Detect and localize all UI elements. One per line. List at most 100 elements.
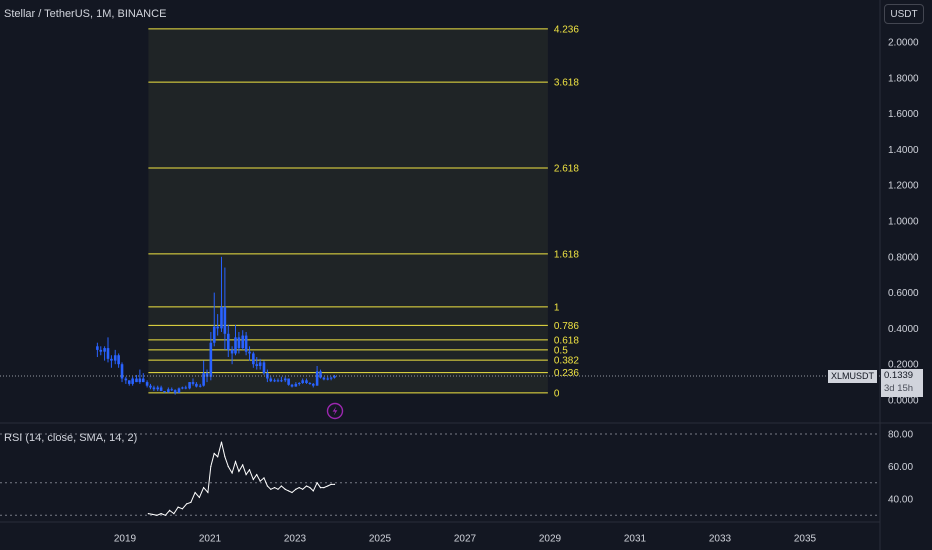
rsi-point [266,485,268,487]
rsi-point [270,488,272,490]
candle-body[interactable] [188,382,191,389]
candle-body[interactable] [319,371,322,378]
candle-body[interactable] [305,380,308,383]
candle-body[interactable] [311,383,315,386]
candlestick-series[interactable] [0,256,880,395]
price-axis-tick-label: 0.2000 [888,360,919,371]
candle-body[interactable] [234,337,237,354]
candle-body[interactable] [209,342,213,377]
candle-body[interactable] [117,355,120,365]
candle-body[interactable] [226,333,230,350]
candle-body[interactable] [202,373,205,386]
candle-body[interactable] [141,378,145,383]
candle-body[interactable] [120,364,124,379]
price-axis-tick-label: 0.6000 [888,288,919,299]
lightning-badge-circle[interactable] [326,402,344,420]
candle-body[interactable] [149,385,152,388]
rsi-point [164,514,166,516]
candle-body[interactable] [280,380,283,382]
candle-body[interactable] [297,382,301,384]
candle-body[interactable] [322,377,326,380]
lightning-badge[interactable] [326,402,344,420]
candle-body[interactable] [177,388,181,393]
rsi-point [224,456,226,458]
candle-body[interactable] [212,326,216,343]
candle-body[interactable] [326,378,330,380]
currency-button[interactable]: USDT [884,4,924,24]
candle-body[interactable] [290,384,294,387]
rsi-axis-tick-label: 40.00 [888,495,913,506]
candle-body[interactable] [99,349,103,352]
candle-body[interactable] [167,389,170,392]
price-axis-tick-label: 1.6000 [888,109,919,120]
candle-body[interactable] [273,380,276,382]
candle-body[interactable] [205,373,209,377]
rsi-pane[interactable] [0,433,880,516]
candle-body[interactable] [237,337,241,349]
symbol-title[interactable]: Stellar / TetherUS, 1M, BINANCE [4,8,167,20]
time-axis-tick-label: 2035 [794,534,817,545]
candle-body[interactable] [198,385,202,387]
candle-body[interactable] [156,387,160,390]
candle-body[interactable] [329,377,333,379]
candle-body[interactable] [248,351,251,354]
candle-body[interactable] [269,378,273,382]
candle-body[interactable] [159,387,163,392]
candle-body[interactable] [294,383,298,387]
candle-body[interactable] [124,378,128,381]
candle-body[interactable] [152,387,156,390]
rsi-line[interactable] [148,441,335,516]
candle-body[interactable] [110,358,113,361]
candle-body[interactable] [230,349,234,354]
candle-body[interactable] [173,390,177,393]
candle-body[interactable] [96,346,99,350]
candle-body[interactable] [170,389,174,391]
candle-body[interactable] [283,378,287,381]
candle-body[interactable] [287,378,290,385]
candle-body[interactable] [220,306,223,329]
candle-body[interactable] [103,348,106,352]
candle-body[interactable] [181,387,184,389]
rsi-indicator-title[interactable]: RSI (14, close, SMA, 14, 2) [4,432,138,444]
candle-body[interactable] [131,378,134,384]
candle-body[interactable] [145,382,149,386]
rsi-point [333,483,336,485]
candle-body[interactable] [223,306,227,334]
symbol-price-tag: XLMUSDT [828,370,878,383]
candle-body[interactable] [258,362,262,366]
rsi-point [316,482,318,484]
candle-body[interactable] [333,376,336,378]
candle-body[interactable] [191,382,195,384]
candle-body[interactable] [252,353,255,365]
candle-body[interactable] [135,378,138,383]
candle-body[interactable] [163,391,166,393]
candle-body[interactable] [113,355,117,361]
time-axis-tick-label: 2029 [539,534,562,545]
candle-body[interactable] [308,382,312,384]
rsi-point [252,478,254,481]
rsi-point [319,487,322,489]
candle-body[interactable] [276,380,280,382]
candle-body[interactable] [184,387,188,389]
candle-body[interactable] [244,335,248,352]
rsi-point [147,513,149,515]
candle-body[interactable] [262,362,266,374]
candle-body[interactable] [301,380,304,383]
candle-body[interactable] [127,380,131,384]
candle-body[interactable] [241,335,245,349]
rsi-point [160,513,162,515]
price-axis-tick-label: 0.4000 [888,324,919,335]
rsi-point [227,465,229,468]
candle-body[interactable] [255,364,259,366]
candle-body[interactable] [106,348,110,359]
fib-level-label: 0.618 [554,335,579,346]
rsi-point [280,485,282,487]
candle-body[interactable] [138,378,142,383]
candle-body[interactable] [216,326,219,329]
fib-level-label: 0.236 [554,368,579,379]
candle-body[interactable] [195,383,198,387]
candle-body[interactable] [315,371,319,386]
rsi-axis-tick-label: 80.00 [888,430,913,441]
